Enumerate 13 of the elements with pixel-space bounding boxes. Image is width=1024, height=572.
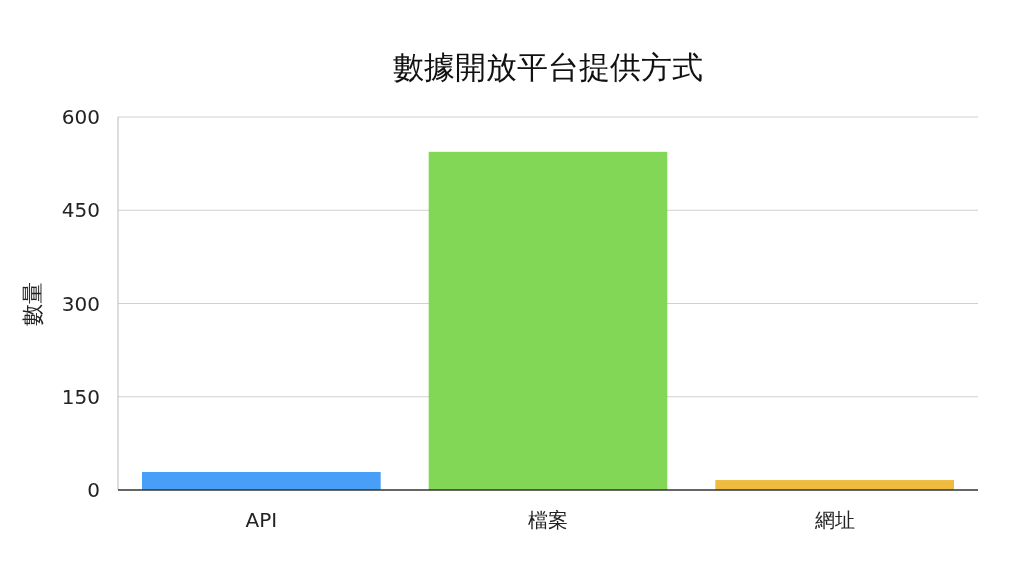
bar — [142, 471, 381, 490]
bar — [428, 151, 668, 490]
x-tick-label: 網址 — [813, 508, 855, 532]
chart-title: 數據開放平台提供方式 — [393, 49, 703, 85]
y-tick-label: 450 — [61, 198, 100, 223]
y-tick-label: 300 — [61, 291, 100, 316]
y-tick-label: 0 — [87, 478, 100, 502]
bar — [715, 480, 954, 490]
x-tick-label: 檔案 — [528, 508, 568, 532]
y-tick-label: 600 — [61, 105, 100, 129]
y-axis-title: 數量 — [20, 281, 45, 326]
x-tick-label: API — [245, 508, 278, 532]
y-tick-label: 150 — [61, 384, 100, 409]
